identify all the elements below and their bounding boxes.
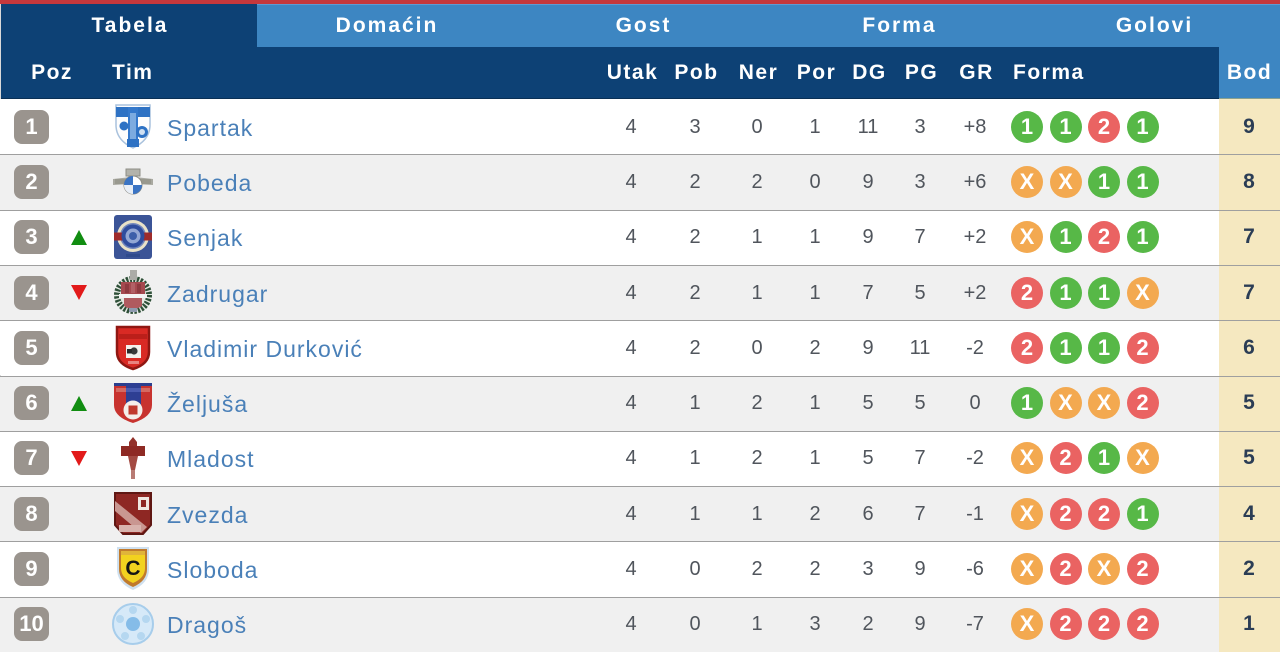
svg-text:C: C (125, 557, 140, 580)
